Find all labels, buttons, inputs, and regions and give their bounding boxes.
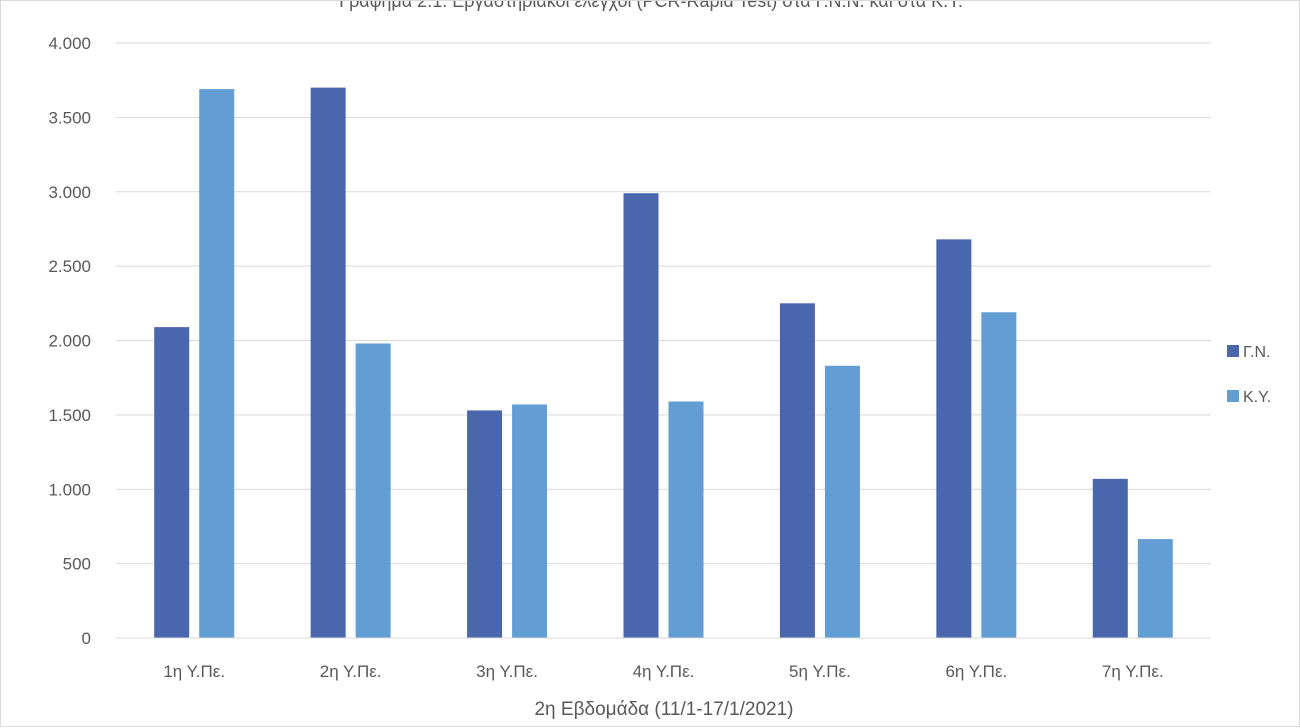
chart-title: Γράφημα 2.1. Εργαστηριακοί έλεγχοι (PCR-… <box>339 1 963 11</box>
legend-label: Κ.Υ. <box>1243 389 1271 406</box>
legend-swatch <box>1227 390 1239 402</box>
y-tick-label: 4.000 <box>48 34 91 53</box>
y-tick-label: 1.500 <box>48 406 91 425</box>
x-axis-title: 2η Εβδομάδα (11/1-17/1/2021) <box>534 699 793 720</box>
x-tick-label: 4η Υ.Πε. <box>633 662 695 681</box>
x-tick-label: 1η Υ.Πε. <box>163 662 225 681</box>
legend-swatch <box>1227 345 1239 357</box>
gridlines <box>116 42 1211 565</box>
y-tick-label: 3.500 <box>48 108 91 127</box>
y-tick-label: 500 <box>63 555 91 574</box>
bar-ky-3 <box>512 404 548 638</box>
x-tick-label: 7η Υ.Πε. <box>1102 662 1164 681</box>
bar-ky-2 <box>355 343 391 638</box>
bar-ky-4 <box>668 401 704 638</box>
bar-gn-6 <box>936 239 972 638</box>
bar-gn-3 <box>467 410 503 638</box>
x-axis-tick-labels: 1η Υ.Πε. 2η Υ.Πε. 3η Υ.Πε. 4η Υ.Πε. 5η Υ.Πε.… <box>163 662 1163 681</box>
bar-gn-2 <box>310 87 346 638</box>
y-tick-label: 3.000 <box>48 183 91 202</box>
bar-gn-1 <box>154 327 190 638</box>
y-tick-label: 2.500 <box>48 257 91 276</box>
y-axis-tick-labels: 0 500 1.000 1.500 2.000 2.500 3.000 3.500 4.000 <box>48 34 91 648</box>
bar-ky-6 <box>981 312 1017 638</box>
bar-gn-7 <box>1092 478 1128 638</box>
bar-gn-4 <box>623 193 659 639</box>
y-tick-label: 1.000 <box>48 480 91 499</box>
legend-label: Γ.Ν. <box>1243 344 1271 361</box>
x-tick-label: 2η Υ.Πε. <box>320 662 382 681</box>
bar-gn-5 <box>779 303 815 638</box>
bar-ky-1 <box>199 89 235 639</box>
bar-ky-5 <box>824 365 860 638</box>
x-tick-label: 5η Υ.Πε. <box>789 662 851 681</box>
x-tick-label: 3η Υ.Πε. <box>476 662 538 681</box>
y-tick-label: 2.000 <box>48 332 91 351</box>
bar-ky-7 <box>1137 539 1173 638</box>
legend: Γ.Ν. Κ.Υ. <box>1227 344 1271 406</box>
x-tick-label: 6η Υ.Πε. <box>945 662 1007 681</box>
y-tick-label: 0 <box>82 629 91 648</box>
bars <box>154 87 1173 639</box>
